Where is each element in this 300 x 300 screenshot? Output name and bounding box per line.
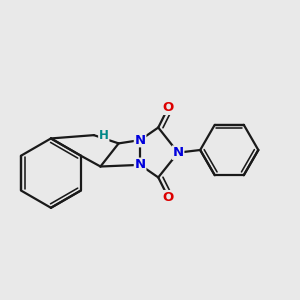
Text: O: O — [163, 191, 174, 204]
Text: N: N — [134, 158, 146, 171]
Text: N: N — [134, 134, 146, 147]
Text: O: O — [163, 101, 174, 114]
Text: N: N — [172, 146, 184, 159]
Text: H: H — [99, 129, 109, 142]
